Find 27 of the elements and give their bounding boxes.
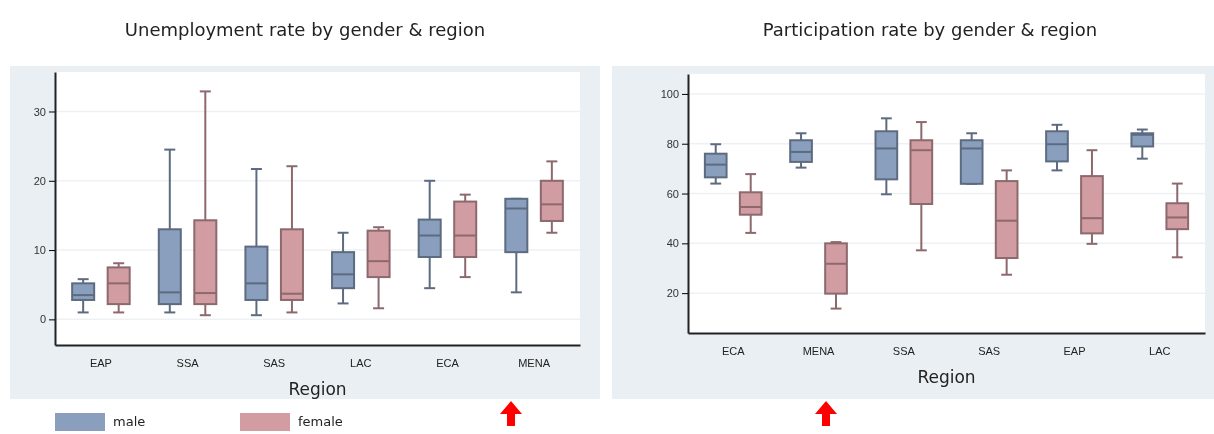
y-tick-label: 40	[666, 237, 679, 250]
y-tick-label: 60	[666, 187, 679, 200]
y-tick-label: 0	[39, 313, 46, 326]
y-tick-label: 20	[666, 287, 679, 300]
x-axis-title: Region	[917, 367, 976, 387]
y-tick-label: 20	[33, 174, 46, 187]
chart-title: Participation rate by gender & region	[762, 19, 1098, 40]
x-tick-label: EAP	[1063, 344, 1086, 357]
legend-label: female	[298, 414, 343, 429]
x-tick-label: SSA	[176, 356, 200, 369]
x-tick-label: SAS	[263, 356, 286, 369]
y-tick-label: 30	[33, 105, 46, 118]
x-tick-label: SSA	[892, 344, 916, 357]
x-tick-label: MENA	[518, 356, 551, 369]
x-tick-label: SAS	[978, 344, 1001, 357]
x-axis-title: Region	[288, 379, 347, 399]
x-tick-label: LAC	[1149, 344, 1171, 357]
y-tick-label: 10	[33, 244, 46, 257]
x-tick-label: ECA	[436, 356, 460, 369]
y-tick-label: 100	[660, 87, 679, 100]
x-tick-label: MENA	[802, 344, 836, 357]
legend-label: male	[113, 414, 146, 429]
chart-title: Unemployment rate by gender & region	[124, 19, 486, 40]
x-tick-label: LAC	[350, 356, 372, 369]
x-tick-label: ECA	[721, 344, 746, 357]
y-tick-label: 80	[666, 137, 679, 150]
x-tick-label: EAP	[89, 356, 112, 369]
